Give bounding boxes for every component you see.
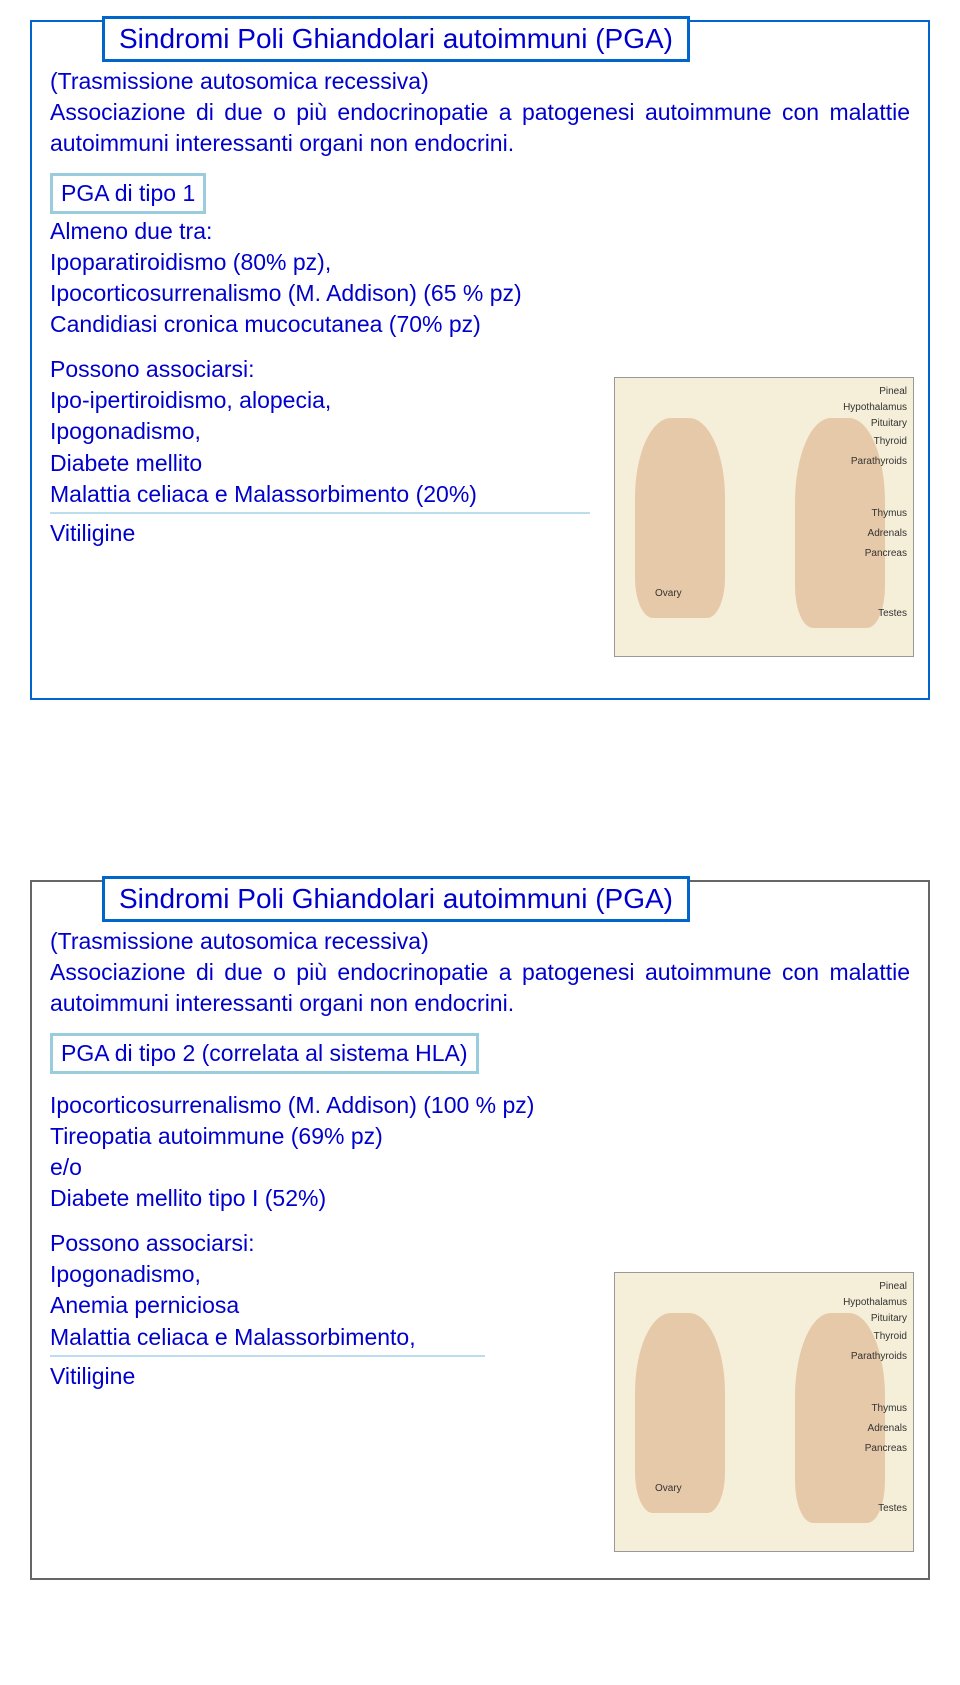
subheading-box: PGA di tipo 2 (correlata al sistema HLA) <box>50 1033 479 1074</box>
diagram-label: Thymus <box>871 508 907 519</box>
diagram-label: Parathyroids <box>851 1351 907 1362</box>
spacer <box>50 340 910 354</box>
block2-line1: Possono associarsi: <box>50 1228 910 1259</box>
spacer <box>50 1076 910 1090</box>
diagram-label: Testes <box>878 1503 907 1514</box>
diagram-label: Pituitary <box>871 1313 907 1324</box>
diagram-label: Parathyroids <box>851 456 907 467</box>
block1-line2: Ipoparatiroidismo (80% pz), <box>50 247 910 278</box>
diagram-label: Testes <box>878 608 907 619</box>
diagram-label: Pancreas <box>865 1443 907 1454</box>
block1-line2: Tireopatia autoimmune (69% pz) <box>50 1121 910 1152</box>
diagram-label: Thyroid <box>874 436 907 447</box>
diagram-label: Pineal <box>879 386 907 397</box>
spacer <box>50 1214 910 1228</box>
block1-line3: e/o <box>50 1152 910 1183</box>
diagram-label: Hypothalamus <box>843 1297 907 1308</box>
diagram-label: Hypothalamus <box>843 402 907 413</box>
title-box: Sindromi Poli Ghiandolari autoimmuni (PG… <box>102 876 690 922</box>
diagram-label: Ovary <box>655 1483 682 1494</box>
endocrine-diagram: Pineal Hypothalamus Pituitary Thyroid Pa… <box>614 377 914 657</box>
diagram-label: Adrenals <box>868 1423 907 1434</box>
intro-paragraph: Associazione di due o più endocrinopatie… <box>50 97 910 159</box>
slide-title: Sindromi Poli Ghiandolari autoimmuni (PG… <box>119 883 673 914</box>
block1-line1: Ipocorticosurrenalismo (M. Addison) (100… <box>50 1090 910 1121</box>
intro-paragraph: Associazione di due o più endocrinopatie… <box>50 957 910 1019</box>
slide-2: Sindromi Poli Ghiandolari autoimmuni (PG… <box>30 880 930 1580</box>
diagram-label: Thyroid <box>874 1331 907 1342</box>
figure-male <box>795 418 885 628</box>
block1-line4: Diabete mellito tipo I (52%) <box>50 1183 910 1214</box>
intro-line-1: (Trasmissione autosomica recessiva) <box>50 926 910 957</box>
underline-2 <box>50 1355 485 1357</box>
subheading: PGA di tipo 2 (correlata al sistema HLA) <box>61 1040 468 1066</box>
intro-line-1: (Trasmissione autosomica recessiva) <box>50 66 910 97</box>
diagram-label: Adrenals <box>868 528 907 539</box>
block1-line4: Candidiasi cronica mucocutanea (70% pz) <box>50 309 910 340</box>
title-box: Sindromi Poli Ghiandolari autoimmuni (PG… <box>102 16 690 62</box>
slide-title: Sindromi Poli Ghiandolari autoimmuni (PG… <box>119 23 673 54</box>
underline-1 <box>50 512 590 514</box>
endocrine-diagram: Pineal Hypothalamus Pituitary Thyroid Pa… <box>614 1272 914 1552</box>
diagram-label: Pancreas <box>865 548 907 559</box>
diagram-label: Thymus <box>871 1403 907 1414</box>
diagram-label: Pineal <box>879 1281 907 1292</box>
diagram-label: Ovary <box>655 588 682 599</box>
slide-1: Sindromi Poli Ghiandolari autoimmuni (PG… <box>30 20 930 700</box>
block1-line3: Ipocorticosurrenalismo (M. Addison) (65 … <box>50 278 910 309</box>
block1-line1: Almeno due tra: <box>50 216 910 247</box>
subheading: PGA di tipo 1 <box>61 180 195 206</box>
diagram-label: Pituitary <box>871 418 907 429</box>
subheading-box: PGA di tipo 1 <box>50 173 206 214</box>
figure-male <box>795 1313 885 1523</box>
